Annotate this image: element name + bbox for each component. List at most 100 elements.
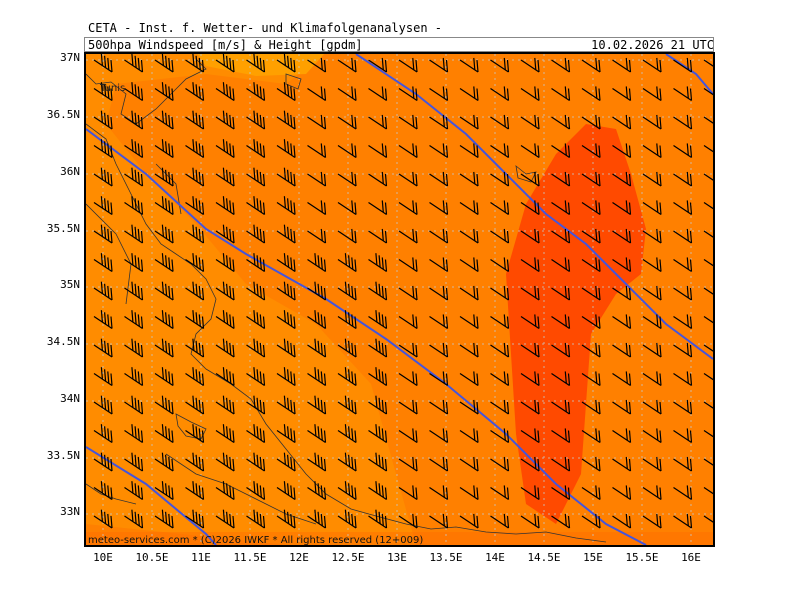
wind-barb <box>124 253 144 272</box>
wind-barb <box>93 338 113 358</box>
wind-barb <box>276 110 296 130</box>
wind-barb <box>154 367 174 386</box>
wind-barb <box>307 253 327 272</box>
mid-band-edge <box>86 532 713 545</box>
wind-barb <box>398 371 418 386</box>
wind-barb <box>642 285 662 301</box>
wind-barb <box>581 171 601 187</box>
lon-label: 10E <box>93 551 113 564</box>
wind-barb <box>429 399 449 415</box>
wind-barb <box>581 456 601 472</box>
wind-barb <box>520 143 540 158</box>
wind-barb <box>154 224 174 244</box>
wind-barb <box>185 82 205 101</box>
wind-barb <box>368 228 388 244</box>
lat-label: 36N <box>60 165 80 178</box>
wind-barb <box>642 428 662 443</box>
wind-barb <box>93 167 113 187</box>
wind-barb <box>215 338 235 358</box>
wind-barb <box>551 228 571 244</box>
wind-barb <box>154 481 174 500</box>
weather-map <box>84 52 715 547</box>
wind-barb <box>276 139 296 158</box>
wind-barb <box>459 485 479 500</box>
wind-barb <box>246 253 266 272</box>
wind-barb <box>581 57 601 73</box>
wind-barb <box>276 367 296 386</box>
wind-barb <box>154 167 174 187</box>
wind-barb <box>368 114 388 130</box>
wind-barb <box>337 310 357 329</box>
wind-barb <box>703 458 713 466</box>
wind-barb <box>490 171 510 187</box>
wind-barb <box>490 285 510 301</box>
wind-barb <box>368 481 388 500</box>
wind-barb <box>185 395 205 415</box>
wind-barb <box>551 200 571 215</box>
wind-barb <box>93 367 113 386</box>
wind-barb <box>520 371 540 386</box>
wind-barb <box>337 338 357 358</box>
wind-barb <box>703 287 713 295</box>
wind-barb <box>124 481 144 500</box>
wind-barb <box>337 228 357 244</box>
wind-barb <box>185 310 205 329</box>
wind-barb <box>276 82 296 101</box>
lon-label: 12.5E <box>331 551 365 564</box>
wind-barb <box>581 342 601 358</box>
wind-barb <box>93 196 113 215</box>
lat-label: 34.5N <box>46 335 80 348</box>
wind-barb <box>368 143 388 158</box>
wind-barb <box>337 253 357 272</box>
wind-barb <box>581 86 601 101</box>
wind-barb <box>673 86 693 101</box>
wind-barb <box>307 200 327 215</box>
wind-barb <box>429 456 449 472</box>
wind-barb <box>215 253 235 272</box>
wind-barb <box>459 399 479 415</box>
wind-barb <box>703 515 713 523</box>
wind-barb <box>551 428 571 443</box>
wind-barb <box>673 314 693 329</box>
wind-barb <box>459 228 479 244</box>
wind-barb <box>398 314 418 329</box>
wind-barb <box>124 110 144 130</box>
wind-barb <box>215 310 235 329</box>
wind-barb <box>673 513 693 529</box>
wind-barb <box>368 253 388 272</box>
wind-barb <box>93 82 113 101</box>
wind-barb <box>703 230 713 238</box>
wind-barb <box>368 452 388 472</box>
wind-barb <box>673 143 693 158</box>
wind-barb <box>551 114 571 130</box>
wind-barb <box>154 281 174 301</box>
wind-barb <box>612 456 632 472</box>
wind-barb <box>368 424 388 443</box>
wind-barb <box>459 513 479 529</box>
wind-barb <box>642 513 662 529</box>
wind-barb <box>185 139 205 158</box>
wind-barb <box>673 171 693 187</box>
wind-barb <box>429 228 449 244</box>
lon-label: 14E <box>485 551 505 564</box>
wind-barb <box>459 171 479 187</box>
wind-barb <box>398 428 418 443</box>
wind-barb <box>368 395 388 415</box>
wind-barb <box>398 485 418 500</box>
wind-barb <box>276 54 296 73</box>
wind-barb <box>673 399 693 415</box>
wind-barb <box>490 342 510 358</box>
wind-barb <box>581 285 601 301</box>
wind-barb <box>551 171 571 187</box>
wind-barb <box>398 456 418 472</box>
wind-barb <box>307 86 327 101</box>
wind-barb <box>642 57 662 73</box>
lon-label: 15.5E <box>625 551 659 564</box>
wind-barb <box>673 456 693 472</box>
wind-barb <box>398 57 418 73</box>
wind-barb <box>642 228 662 244</box>
wind-barb <box>703 59 713 67</box>
wind-barb <box>459 456 479 472</box>
wind-barb <box>673 200 693 215</box>
wind-barb <box>642 143 662 158</box>
